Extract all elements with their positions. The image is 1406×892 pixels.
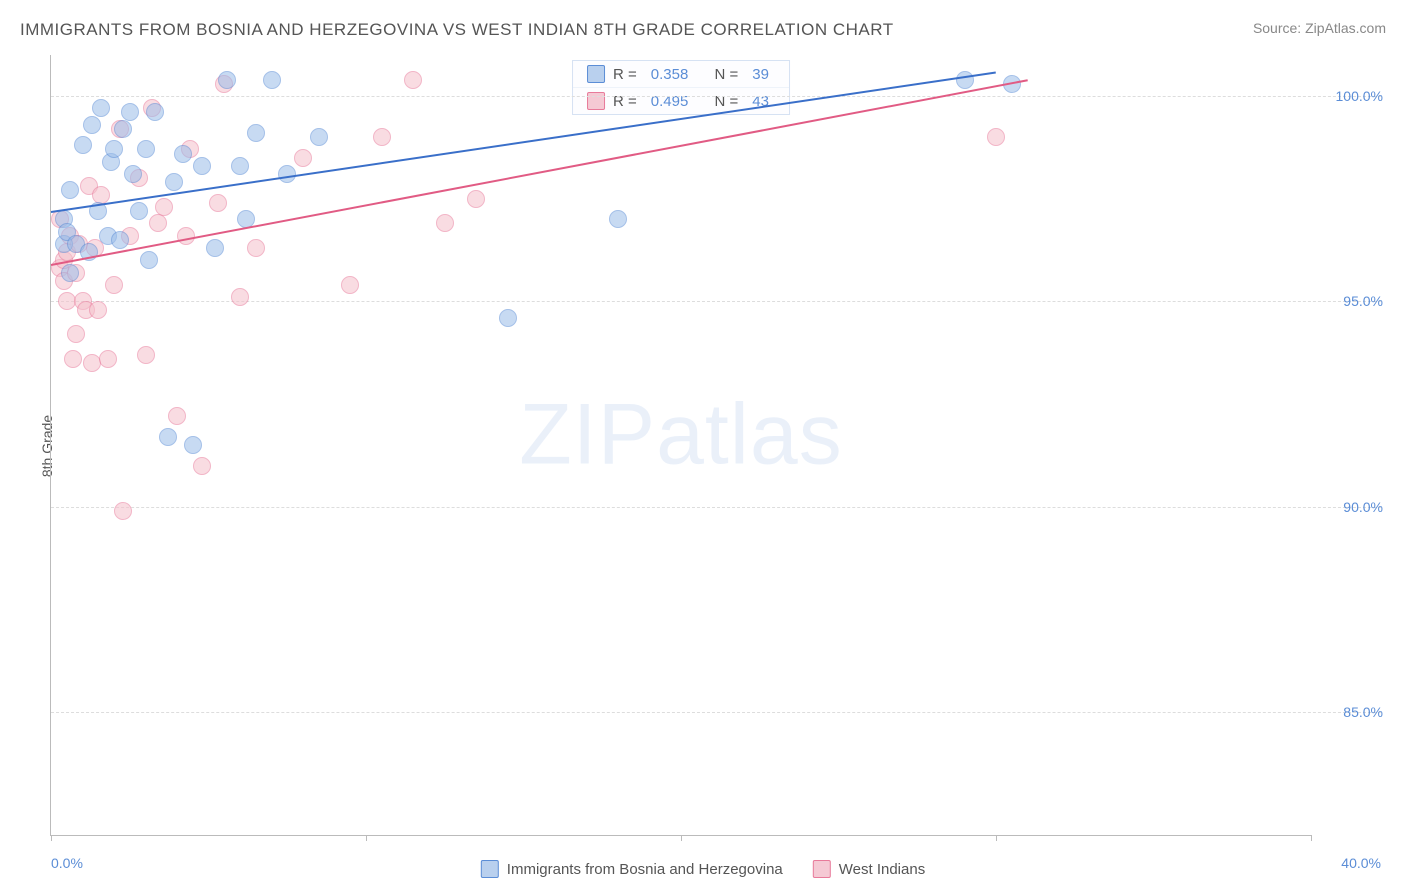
swatch-pink-icon xyxy=(587,92,605,110)
scatter-point xyxy=(105,276,123,294)
scatter-point xyxy=(499,309,517,327)
y-tick-label: 90.0% xyxy=(1343,499,1383,515)
source-prefix: Source: xyxy=(1253,20,1305,36)
x-tick-label: 40.0% xyxy=(1341,855,1381,871)
scatter-point xyxy=(149,214,167,232)
watermark-atlas: atlas xyxy=(656,387,843,483)
r-label: R = xyxy=(613,93,637,110)
legend-item-pink: West Indians xyxy=(813,860,925,878)
scatter-point xyxy=(130,202,148,220)
source-name: ZipAtlas.com xyxy=(1305,20,1386,36)
scatter-point xyxy=(137,140,155,158)
scatter-point xyxy=(373,128,391,146)
scatter-point xyxy=(404,71,422,89)
y-tick-label: 100.0% xyxy=(1336,88,1383,104)
scatter-point xyxy=(294,149,312,167)
scatter-point xyxy=(218,71,236,89)
chart-title: IMMIGRANTS FROM BOSNIA AND HERZEGOVINA V… xyxy=(20,20,894,40)
n-value-blue: 39 xyxy=(752,66,769,83)
scatter-point xyxy=(956,71,974,89)
legend-item-blue: Immigrants from Bosnia and Herzegovina xyxy=(481,860,783,878)
scatter-point xyxy=(114,502,132,520)
scatter-point xyxy=(165,173,183,191)
scatter-point xyxy=(209,194,227,212)
scatter-point xyxy=(114,120,132,138)
scatter-point xyxy=(263,71,281,89)
scatter-point xyxy=(89,301,107,319)
x-tick-mark xyxy=(366,835,367,841)
scatter-point xyxy=(436,214,454,232)
scatter-point xyxy=(146,103,164,121)
scatter-point xyxy=(74,136,92,154)
scatter-point xyxy=(67,325,85,343)
scatter-point xyxy=(310,128,328,146)
scatter-point xyxy=(231,288,249,306)
scatter-point xyxy=(609,210,627,228)
scatter-point xyxy=(137,346,155,364)
scatter-point xyxy=(124,165,142,183)
scatter-point xyxy=(341,276,359,294)
scatter-point xyxy=(206,239,224,257)
series-legend: Immigrants from Bosnia and Herzegovina W… xyxy=(481,860,925,878)
x-tick-mark xyxy=(996,835,997,841)
x-tick-mark xyxy=(51,835,52,841)
scatter-point xyxy=(247,124,265,142)
scatter-point xyxy=(111,231,129,249)
scatter-point xyxy=(61,264,79,282)
r-value-blue: 0.358 xyxy=(651,66,689,83)
scatter-point xyxy=(174,145,192,163)
scatter-point xyxy=(92,99,110,117)
scatter-point xyxy=(61,181,79,199)
scatter-point xyxy=(193,457,211,475)
watermark: ZIPatlas xyxy=(519,386,842,485)
scatter-point xyxy=(231,157,249,175)
watermark-zip: ZIP xyxy=(519,387,656,483)
x-tick-label: 0.0% xyxy=(51,855,83,871)
scatter-point xyxy=(159,428,177,446)
gridline xyxy=(51,507,1381,508)
scatter-point xyxy=(467,190,485,208)
scatter-point xyxy=(247,239,265,257)
scatter-point xyxy=(92,186,110,204)
gridline xyxy=(51,301,1381,302)
source-attribution: Source: ZipAtlas.com xyxy=(1253,20,1386,36)
scatter-point xyxy=(99,350,117,368)
r-value-pink: 0.495 xyxy=(651,93,689,110)
scatter-point xyxy=(168,407,186,425)
swatch-pink-icon xyxy=(813,860,831,878)
scatter-point xyxy=(105,140,123,158)
scatter-point xyxy=(121,103,139,121)
chart-plot-area: ZIPatlas R = 0.358 N = 39 R = 0.495 N = … xyxy=(50,55,1311,836)
x-tick-mark xyxy=(681,835,682,841)
scatter-point xyxy=(184,436,202,454)
scatter-point xyxy=(155,198,173,216)
swatch-blue-icon xyxy=(587,65,605,83)
y-tick-label: 95.0% xyxy=(1343,293,1383,309)
legend-row-pink: R = 0.495 N = 43 xyxy=(573,87,789,114)
gridline xyxy=(51,712,1381,713)
x-tick-mark xyxy=(1311,835,1312,841)
scatter-point xyxy=(64,350,82,368)
legend-label-blue: Immigrants from Bosnia and Herzegovina xyxy=(507,861,783,878)
scatter-point xyxy=(140,251,158,269)
scatter-point xyxy=(987,128,1005,146)
legend-label-pink: West Indians xyxy=(839,861,925,878)
scatter-point xyxy=(177,227,195,245)
gridline xyxy=(51,96,1381,97)
n-label: N = xyxy=(715,66,739,83)
scatter-point xyxy=(193,157,211,175)
legend-row-blue: R = 0.358 N = 39 xyxy=(573,61,789,87)
r-label: R = xyxy=(613,66,637,83)
scatter-point xyxy=(83,116,101,134)
n-label: N = xyxy=(715,93,739,110)
swatch-blue-icon xyxy=(481,860,499,878)
y-tick-label: 85.0% xyxy=(1343,704,1383,720)
